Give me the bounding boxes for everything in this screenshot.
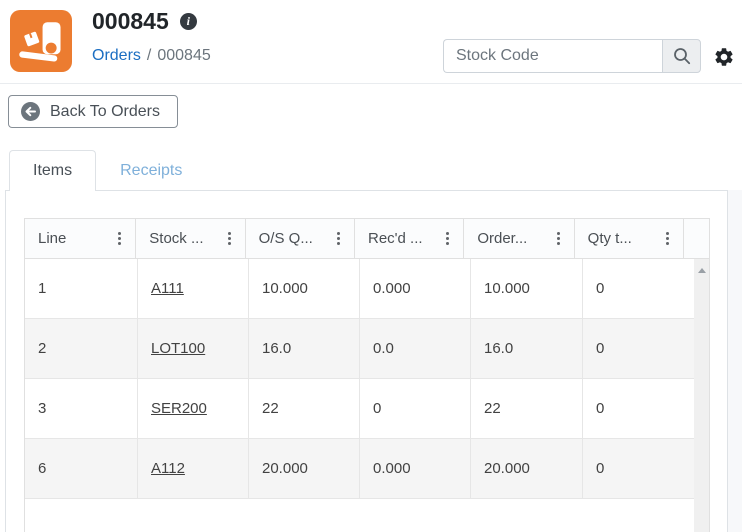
- stock-code-link[interactable]: A112: [151, 460, 185, 477]
- column-header-os-qty[interactable]: O/S Q...: [246, 219, 355, 258]
- cell-qty-to-receive[interactable]: 0: [596, 400, 605, 417]
- cell-line: 3: [25, 379, 138, 438]
- cell-os-qty: 10.000: [249, 259, 360, 318]
- kebab-icon[interactable]: [335, 228, 342, 249]
- column-header-label: Line: [38, 230, 67, 247]
- cell-order-qty: 20.000: [471, 439, 583, 498]
- cell-qty-to-receive[interactable]: 0: [596, 280, 605, 297]
- column-header-stock-code[interactable]: Stock ...: [136, 219, 246, 258]
- breadcrumb: Orders / 000845: [92, 47, 211, 65]
- column-header-label: Stock ...: [149, 230, 204, 247]
- stock-code-link[interactable]: A111: [151, 280, 184, 297]
- table-row[interactable]: 1 A111 10.000 0.000 10.000 0: [25, 259, 709, 319]
- cell-order-qty: 10.000: [471, 259, 583, 318]
- tab-items-label: Items: [33, 162, 73, 179]
- scroll-up-icon[interactable]: [697, 268, 706, 273]
- cell-qty-to-receive[interactable]: 0: [596, 340, 605, 357]
- column-header-recd-qty[interactable]: Rec'd ...: [355, 219, 465, 258]
- kebab-icon[interactable]: [116, 228, 123, 249]
- cell-order-qty: 22: [471, 379, 583, 438]
- column-header-line[interactable]: Line: [25, 219, 137, 258]
- kebab-icon[interactable]: [444, 228, 451, 249]
- settings-button[interactable]: [712, 45, 736, 69]
- breadcrumb-orders-link[interactable]: Orders: [92, 47, 141, 64]
- stock-code-search-input[interactable]: [443, 39, 662, 73]
- cell-stock-code: A112: [138, 439, 249, 498]
- app-logo: [10, 10, 72, 72]
- page-gutter: [728, 190, 742, 532]
- cell-recd-qty: 0.000: [360, 439, 471, 498]
- tab-receipts[interactable]: Receipts: [96, 150, 206, 191]
- grid-header-row: Line Stock ... O/S Q... Rec'd ... Order.…: [25, 219, 709, 259]
- table-row[interactable]: 3 SER200 22 0 22 0: [25, 379, 709, 439]
- cell-line: 2: [25, 319, 138, 378]
- cell-line: 6: [25, 439, 138, 498]
- grid-vertical-scrollbar[interactable]: [694, 259, 709, 532]
- tab-receipts-label: Receipts: [120, 161, 183, 179]
- column-header-label: Rec'd ...: [367, 230, 423, 247]
- cell-stock-code: SER200: [138, 379, 249, 438]
- cell-os-qty: 22: [249, 379, 360, 438]
- kebab-icon[interactable]: [555, 228, 562, 249]
- stock-code-link[interactable]: LOT100: [151, 340, 206, 357]
- cell-stock-code: A111: [138, 259, 249, 318]
- arrow-left-circle-icon: [21, 102, 40, 121]
- search-button[interactable]: [662, 39, 701, 73]
- tab-bar: Items Receipts: [9, 150, 206, 191]
- cell-os-qty: 16.0: [249, 319, 360, 378]
- breadcrumb-separator: /: [146, 47, 152, 64]
- cell-recd-qty: 0.000: [360, 259, 471, 318]
- search-icon: [673, 48, 690, 65]
- tab-items[interactable]: Items: [9, 150, 97, 191]
- column-header-order-qty[interactable]: Order...: [464, 219, 575, 258]
- column-header-label: Order...: [477, 230, 528, 247]
- cell-recd-qty: 0.0: [360, 319, 471, 378]
- breadcrumb-current: 000845: [157, 47, 211, 64]
- kebab-icon[interactable]: [664, 228, 671, 249]
- top-header-bar: 000845 i Orders / 000845: [0, 0, 742, 84]
- order-number-title: 000845: [92, 8, 169, 34]
- kebab-icon[interactable]: [226, 228, 233, 249]
- column-header-qty-to-receive[interactable]: Qty t...: [575, 219, 684, 258]
- stock-code-link[interactable]: SER200: [151, 400, 207, 417]
- column-header-label: Qty t...: [587, 230, 632, 247]
- back-button-label: Back To Orders: [50, 102, 160, 120]
- column-header-label: O/S Q...: [258, 230, 313, 247]
- items-tab-panel: Line Stock ... O/S Q... Rec'd ... Order.…: [5, 190, 728, 532]
- table-row[interactable]: 2 LOT100 16.0 0.0 16.0 0: [25, 319, 709, 379]
- grid-header-filler: [684, 219, 709, 258]
- back-to-orders-button[interactable]: Back To Orders: [8, 95, 178, 128]
- cell-recd-qty: 0: [360, 379, 471, 438]
- table-row[interactable]: 6 A112 20.000 0.000 20.000 0: [25, 439, 709, 499]
- info-icon[interactable]: i: [179, 13, 197, 30]
- cell-qty-to-receive[interactable]: 0: [596, 460, 605, 477]
- cell-stock-code: LOT100: [138, 319, 249, 378]
- hand-truck-icon: [19, 22, 61, 62]
- gear-icon: [715, 48, 733, 66]
- page-title: 000845 i: [92, 8, 197, 35]
- cell-line: 1: [25, 259, 138, 318]
- order-items-grid: Line Stock ... O/S Q... Rec'd ... Order.…: [24, 218, 710, 532]
- cell-order-qty: 16.0: [471, 319, 583, 378]
- cell-os-qty: 20.000: [249, 439, 360, 498]
